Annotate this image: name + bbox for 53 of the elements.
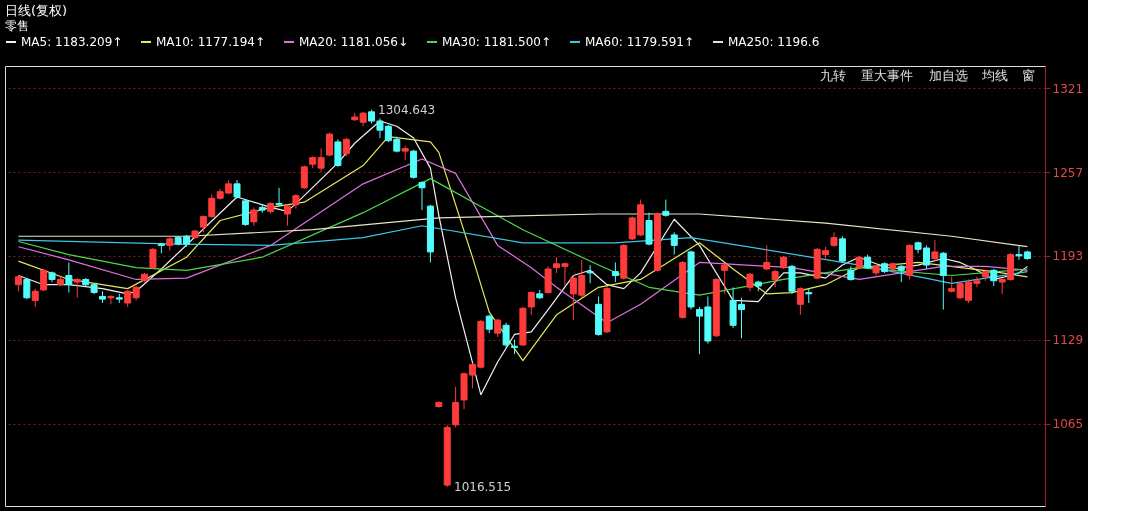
line-series: [17, 178, 1028, 296]
legend-label: MA30: 1181.500↑: [442, 35, 552, 49]
annotation: 重大事件: [861, 68, 913, 83]
y-tick-label: 1065: [1052, 417, 1084, 431]
candlestick: [452, 386, 460, 428]
candlestick: [149, 247, 157, 270]
candlestick: [31, 288, 39, 308]
candlestick: [250, 206, 258, 227]
candlestick: [931, 239, 939, 262]
candlestick: [611, 261, 619, 283]
candlestick: [65, 261, 73, 294]
legend-label: MA10: 1177.194↑: [156, 35, 266, 49]
candlestick: [241, 199, 249, 227]
annotation: 九转: [820, 68, 846, 83]
candlestick: [544, 265, 552, 295]
legend-label: MA5: 1183.209↑: [21, 35, 123, 49]
annotation: 1016.515: [454, 480, 512, 494]
y-tick-label: 1193: [1052, 249, 1084, 264]
line-series: [17, 213, 1028, 248]
chart-subtitle: 零售: [5, 19, 29, 33]
candlestick: [763, 244, 771, 271]
line-series: [17, 225, 1028, 284]
y-tick-label: 1321: [1052, 81, 1084, 96]
candlestick: [645, 212, 653, 246]
annotation: 均线: [981, 68, 1008, 83]
legend-label: MA250: 1196.6: [728, 35, 820, 49]
candlestick: [342, 137, 350, 157]
candlestick: [527, 290, 535, 316]
candlestick: [23, 277, 31, 300]
candlestick: [502, 322, 510, 349]
candlestick: [586, 264, 594, 284]
candlestick: [73, 277, 81, 299]
chart-title: 日线(复权): [5, 3, 68, 18]
candlestick: [721, 263, 729, 295]
candlestick: [746, 272, 754, 292]
legend-label: MA20: 1181.056↓: [299, 35, 409, 49]
legend-label: MA60: 1179.591↑: [585, 35, 695, 49]
candlestick: [670, 231, 678, 256]
candlestick: [107, 294, 115, 305]
candlestick: [418, 180, 426, 211]
candlestick: [771, 269, 779, 288]
line-series: [17, 158, 1028, 324]
annotation: 加自选: [928, 68, 968, 83]
annotation: 1304.643: [378, 103, 436, 117]
y-tick-label: 1129: [1052, 333, 1084, 348]
candlestick: [796, 286, 804, 316]
candlestick: [939, 251, 947, 311]
candlestick: [275, 187, 283, 207]
annotation: 窗: [1021, 68, 1035, 83]
candlestick: [334, 138, 342, 168]
line-series: [17, 136, 1028, 362]
y-tick-label: 1257: [1052, 165, 1084, 180]
candlestick: [838, 235, 846, 263]
